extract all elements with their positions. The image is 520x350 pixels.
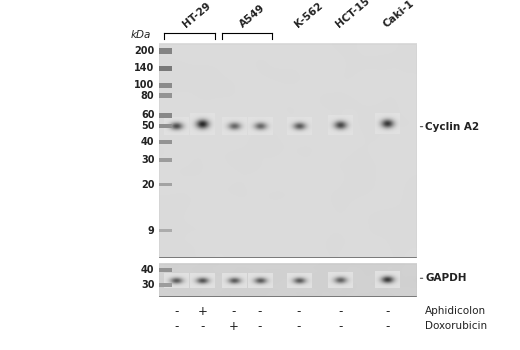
Text: -: - [297,320,301,333]
Text: -: - [339,305,343,318]
Text: 20: 20 [141,180,154,190]
Text: Cyclin A2: Cyclin A2 [425,122,479,132]
Text: 80: 80 [141,91,154,101]
Text: 200: 200 [134,46,154,56]
Text: -: - [232,305,236,318]
Text: 30: 30 [141,155,154,165]
Text: -: - [339,320,343,333]
Bar [159,44,416,257]
Text: A549: A549 [238,3,267,30]
Text: -: - [175,320,179,333]
Text: Doxorubicin: Doxorubicin [425,321,487,331]
Text: -: - [297,305,301,318]
Text: -: - [175,305,179,318]
Text: HT-29: HT-29 [181,1,213,30]
Text: 40: 40 [141,265,154,275]
Text: +: + [229,320,239,333]
Text: Caki-1: Caki-1 [381,0,415,30]
Text: K-562: K-562 [293,1,324,30]
Text: -: - [385,305,389,318]
Text: 30: 30 [141,280,154,290]
Text: 9: 9 [148,226,154,236]
Text: 100: 100 [134,80,154,90]
Text: -: - [385,320,389,333]
Text: -: - [258,320,262,333]
Text: Aphidicolon: Aphidicolon [425,307,487,316]
Text: kDa: kDa [131,30,151,40]
Text: -: - [201,320,205,333]
Text: -: - [258,305,262,318]
Text: 50: 50 [141,121,154,131]
Text: 40: 40 [141,138,154,147]
Text: HCT-15: HCT-15 [334,0,372,30]
Text: 140: 140 [134,63,154,73]
Text: GAPDH: GAPDH [425,273,467,283]
Bar [159,264,416,296]
Text: +: + [198,305,207,318]
Text: 60: 60 [141,111,154,120]
